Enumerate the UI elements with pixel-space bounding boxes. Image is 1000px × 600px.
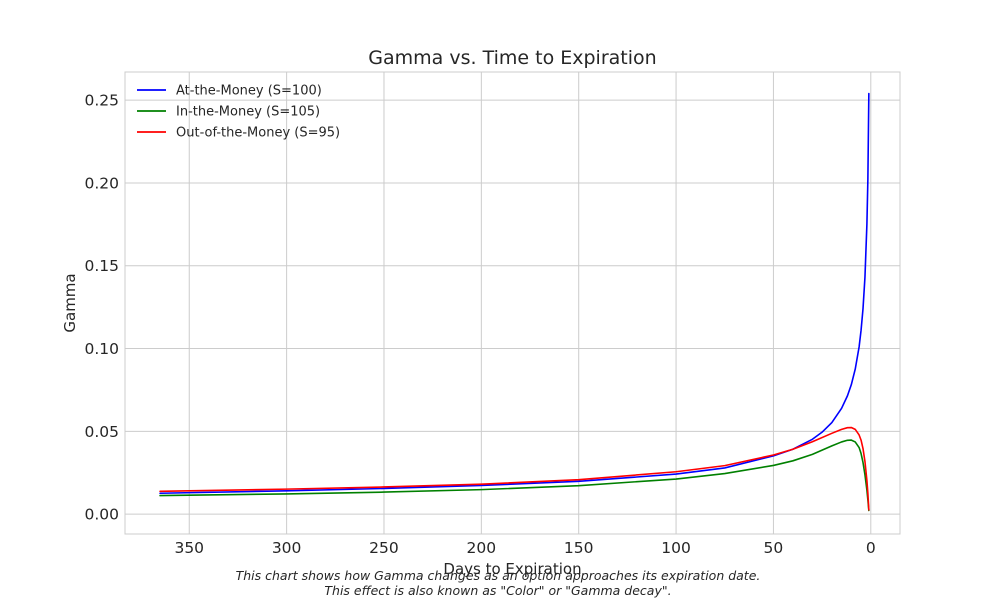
y-tick-label: 0.25 xyxy=(84,92,119,110)
series-lines xyxy=(159,92,870,512)
y-axis-label: Gamma xyxy=(61,273,79,332)
y-tick-label: 0.20 xyxy=(84,174,119,192)
x-tick-label: 150 xyxy=(564,539,594,557)
series-line-1 xyxy=(159,439,870,512)
x-axis-label: Days to Expiration xyxy=(443,560,581,578)
tick-labels: 350 300 250 200 150 100 50 0 0.00 0.05 0.10 0.15 0.2… xyxy=(84,92,875,557)
y-tick-label: 0.10 xyxy=(84,340,119,358)
x-tick-label: 200 xyxy=(467,539,497,557)
grid xyxy=(125,72,900,534)
chart-title: Gamma vs. Time to Expiration xyxy=(368,47,656,69)
plot-area xyxy=(124,71,901,535)
x-tick-label: 350 xyxy=(174,539,204,557)
y-tick-label: 0.15 xyxy=(84,257,119,275)
y-tick-label: 0.05 xyxy=(84,423,119,441)
caption-line-2: This effect is also known as "Color" or … xyxy=(324,583,672,598)
legend-label-2: Out-of-the-Money (S=95) xyxy=(176,126,340,141)
legend-label-1: In-the-Money (S=105) xyxy=(176,105,320,120)
x-tick-label: 50 xyxy=(764,539,784,557)
caption-line-1: This chart shows how Gamma changes as an… xyxy=(235,568,761,583)
x-tick-label: 300 xyxy=(272,539,302,557)
x-tick-label: 100 xyxy=(661,539,691,557)
y-tick-label: 0.00 xyxy=(84,506,119,524)
series-line-0 xyxy=(159,92,870,495)
legend: At-the-Money (S=100) In-the-Money (S=105)… xyxy=(137,84,340,141)
series-line-2 xyxy=(159,426,870,511)
legend-label-0: At-the-Money (S=100) xyxy=(176,84,322,99)
x-tick-label: 250 xyxy=(369,539,399,557)
x-tick-label: 0 xyxy=(866,539,876,557)
